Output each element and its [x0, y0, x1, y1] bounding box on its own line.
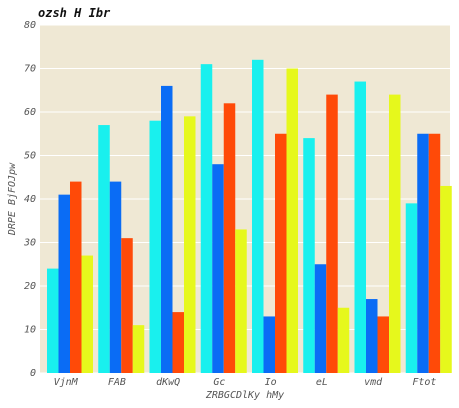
bar — [149, 120, 161, 373]
bar — [440, 185, 452, 373]
x-tick-label: eL — [316, 377, 328, 388]
x-tick-label: Io — [265, 377, 277, 388]
bar — [212, 164, 224, 373]
x-tick-label: FAB — [108, 377, 126, 388]
bar — [354, 81, 366, 374]
y-tick-label: 20 — [24, 281, 36, 292]
bar — [58, 194, 70, 373]
bar — [326, 94, 338, 373]
bar — [377, 316, 389, 373]
bar — [428, 133, 441, 373]
x-tick-label: VjnM — [54, 377, 79, 388]
y-axis-label: DRPE BjFOJpw — [7, 162, 18, 236]
bar — [275, 133, 287, 373]
bar — [417, 133, 429, 373]
bar — [81, 255, 93, 373]
bars — [47, 59, 452, 374]
bar — [252, 59, 264, 374]
x-tick-label: dKwQ — [156, 377, 180, 388]
bar — [70, 181, 82, 373]
bar — [132, 325, 145, 373]
y-tick-labels: 0 10 20 30 40 50 60 70 80 — [23, 20, 36, 379]
y-tick-label: 40 — [24, 194, 36, 205]
bar — [303, 138, 315, 373]
bar — [172, 312, 184, 373]
bar — [161, 85, 173, 374]
bar — [109, 181, 122, 373]
bar — [223, 103, 236, 374]
y-tick-label: 50 — [24, 151, 36, 162]
bar — [121, 238, 133, 373]
bar — [286, 68, 298, 373]
bar — [47, 268, 59, 373]
bar — [98, 125, 110, 373]
chart-title: ozsh H Ibr — [38, 6, 111, 20]
y-tick-label: 60 — [24, 107, 36, 118]
bar — [200, 64, 213, 374]
x-tick-label: vmd — [364, 377, 383, 388]
x-tick-label: Gc — [213, 377, 225, 388]
bar — [314, 264, 327, 373]
y-tick-label: 70 — [24, 64, 36, 75]
x-axis-label: ZRBGCDlKy hMy — [205, 390, 284, 401]
x-tick-label: Ftot — [412, 377, 436, 388]
bar — [405, 203, 418, 373]
bar — [366, 299, 378, 373]
bar — [184, 116, 196, 373]
y-tick-label: 80 — [24, 20, 36, 31]
y-tick-label: 30 — [23, 238, 36, 249]
bar — [263, 316, 275, 373]
y-tick-label: 10 — [24, 325, 36, 336]
y-tick-label: 0 — [30, 368, 36, 379]
bar — [235, 229, 247, 373]
x-tick-labels: VjnM FAB dKwQ Gc Io eL vmd Ftot — [54, 377, 437, 388]
bar — [389, 94, 401, 373]
bar — [337, 307, 350, 373]
